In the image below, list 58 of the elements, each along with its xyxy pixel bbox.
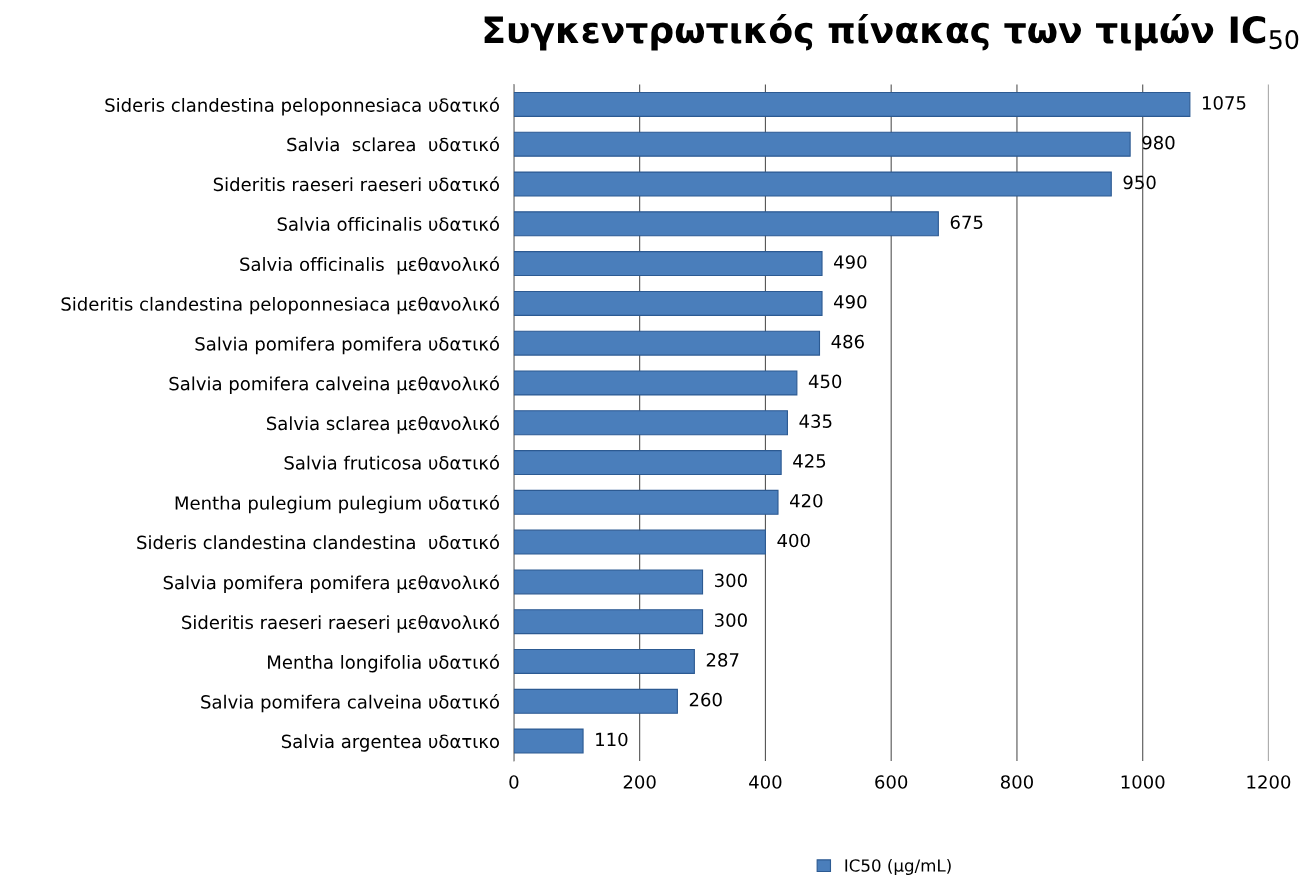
bar [513, 648, 695, 674]
data-label: 300 [715, 573, 747, 588]
x-tick-label: 400 [749, 775, 782, 789]
y-tick-label: Salvia officinalis υδατικό [277, 216, 500, 231]
data-label: 420 [789, 493, 823, 508]
bar [513, 91, 1191, 117]
data-label: 400 [777, 533, 810, 548]
data-label: 287 [706, 653, 739, 667]
y-tick-label: Sideritis clandestina peloponnesiaca μεθανολικό [61, 296, 500, 315]
data-label: 490 [834, 255, 867, 269]
y-tick-label: Salvia pomifera calveina μεθανολικό [169, 375, 500, 394]
y-tick-label: Sideritis raeseri raeseri μεθανολικό [182, 614, 500, 633]
data-label: 425 [793, 454, 826, 468]
bar [513, 609, 704, 635]
bar [513, 171, 1112, 197]
y-tick-label: Mentha pulegium pulegium υδατικό [175, 495, 500, 514]
data-label: 435 [799, 414, 832, 428]
y-tick-label: Salvia pomifera calveina υδατικό [201, 694, 500, 713]
y-tick-label: Salvia fruticosa υδατικό [284, 454, 500, 470]
y-tick-label: Sideris clandestina peloponnesiaca υδατικό [105, 97, 500, 116]
y-tick-label: Salvia argentea υδατικο [281, 734, 500, 752]
data-label: 490 [834, 294, 867, 309]
x-tick-label: 600 [875, 775, 908, 789]
bar [513, 410, 788, 436]
data-label: 1075 [1202, 96, 1246, 110]
bar [513, 688, 678, 714]
bar [513, 529, 766, 555]
bar [513, 290, 823, 316]
bar [513, 450, 782, 476]
x-tick-label: 800 [1000, 775, 1033, 789]
data-label: 110 [596, 732, 628, 747]
x-tick-label: 200 [623, 775, 656, 789]
x-tick-label: 1200 [1247, 775, 1291, 789]
y-tick-label: Salvia officinalis μεθανολικό [240, 256, 500, 275]
data-label: 486 [831, 334, 864, 349]
bar [513, 569, 704, 595]
bar [513, 489, 779, 515]
data-label: 675 [950, 215, 983, 230]
legend-label: IC50 (µg/mL) [845, 858, 951, 875]
bar [513, 330, 821, 356]
chart-title: Συγκεντρωτικός πίνακας των τιμών IC$_{50}$ [484, 13, 1299, 51]
y-tick-label: Mentha longifolia υδατικό [268, 654, 500, 673]
x-tick-label: 0 [509, 775, 519, 789]
bar [513, 211, 939, 237]
y-tick-label: Salvia sclarea μεθανολικό [266, 415, 500, 434]
y-tick-label: Sideris clandestina clandestina υδατικό [137, 534, 500, 550]
data-label: 450 [808, 374, 842, 389]
bar [513, 728, 584, 754]
data-label: 300 [715, 613, 747, 627]
y-tick-label: Salvia pomifera pomifera υδατικό [195, 335, 500, 355]
bar [513, 251, 823, 277]
bar [513, 370, 798, 396]
y-tick-label: Sideritis raeseri raeseri υδατικό [213, 176, 500, 192]
x-tick-label: 1000 [1121, 775, 1165, 789]
bar [513, 131, 1131, 157]
y-tick-label: Salvia sclarea υδατικό [287, 136, 500, 152]
y-tick-label: Salvia pomifera pomifera μεθανολικό [163, 574, 500, 593]
data-label: 260 [689, 692, 722, 707]
